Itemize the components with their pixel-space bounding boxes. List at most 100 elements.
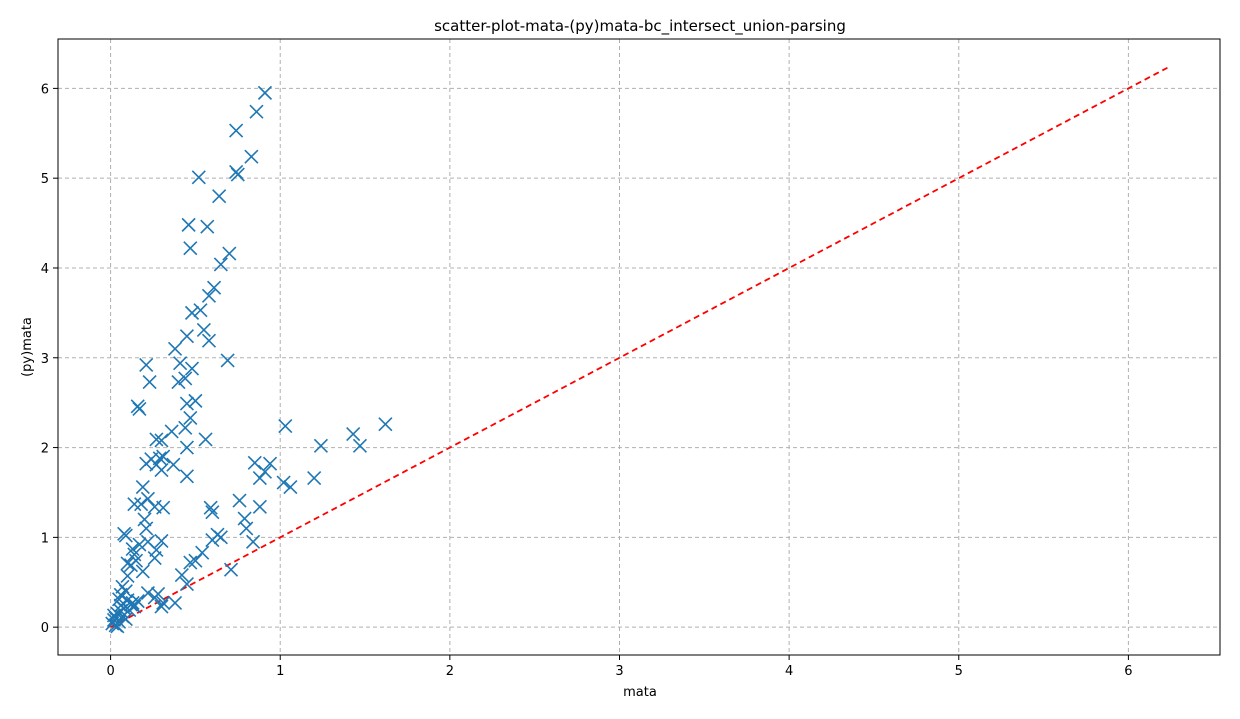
data-point [139,521,154,536]
x-tick-label: 3 [615,664,623,679]
x-axis-title: mata [623,685,657,700]
data-point [171,374,186,390]
y-axis-title: (py)mata [20,317,35,377]
chart-title: scatter-plot-mata-(py)mata-bc_intersect_… [434,17,846,36]
y-tick-label: 5 [41,172,49,187]
data-point [125,541,140,557]
x-axis-ticks: 0 1 2 3 4 5 6 [106,655,1133,679]
data-point [213,257,228,272]
x-tick-label: 1 [276,664,284,679]
data-point [283,480,298,495]
data-point [200,219,215,234]
data-point [191,170,206,185]
data-point [134,497,149,512]
data-point [179,440,194,455]
data-point [147,499,162,514]
data-point [183,555,198,570]
data-point [118,528,133,543]
data-point [213,530,228,545]
data-point [127,497,142,512]
data-point [135,564,150,579]
data-point [173,356,188,371]
grid-lines [58,39,1220,655]
data-point [252,471,267,486]
data-point [179,329,194,344]
data-point [142,374,157,390]
data-point [147,550,162,566]
data-point [201,333,217,348]
data-point [346,427,361,442]
data-point [156,595,171,610]
data-point [307,471,322,486]
data-point [239,521,254,536]
data-point [156,449,171,464]
data-point [193,303,208,318]
data-point [278,418,293,434]
data-point [106,608,122,623]
data-point [229,123,244,138]
data-point [230,167,245,182]
data-point [154,433,169,448]
data-point [139,357,154,373]
data-point [154,599,169,614]
data-point [137,512,152,527]
y-axis-ticks: 0 1 2 3 4 5 6 [41,82,58,636]
data-point [110,619,125,634]
y-tick-label: 4 [41,262,49,277]
data-point [188,553,203,568]
x-tick-label: 4 [785,664,793,679]
y-tick-label: 1 [41,531,49,546]
data-point [130,594,145,609]
data-point [206,280,222,295]
data-point [178,420,193,435]
data-point [183,410,198,426]
data-point [183,241,198,256]
data-point [247,455,262,470]
data-point [205,505,220,520]
data-point [188,393,203,408]
data-point [201,288,217,303]
data-point [276,475,291,490]
data-point [198,432,213,447]
x-tick-label: 0 [106,664,114,679]
data-point [222,246,237,261]
data-point [252,499,267,514]
data-point [120,556,135,571]
data-point [140,491,155,506]
data-point [262,456,278,471]
plot-frame [57,38,1221,656]
data-point [352,438,368,453]
data-point [249,104,264,119]
data-point [179,576,194,592]
data-point [154,462,169,478]
data-point [118,612,133,627]
data-point [166,457,181,472]
y-tick-label: 3 [41,352,49,367]
data-point [135,480,150,495]
data-point [132,537,147,552]
data-point [232,493,247,508]
x-tick-label: 2 [446,664,454,679]
data-point [164,424,179,439]
data-point [154,533,169,549]
y-tick-label: 6 [41,82,49,97]
data-point [167,341,183,356]
data-point [120,568,135,584]
data-point [128,553,144,568]
data-point [246,534,261,549]
data-point [196,322,211,338]
data-point [220,353,235,368]
data-point [184,361,200,376]
data-points [105,85,393,634]
data-point [313,438,328,453]
data-point [167,595,183,610]
data-point [113,598,128,613]
data-point [179,469,194,484]
x-tick-label: 6 [1124,664,1132,679]
data-point [223,562,239,577]
y-tick-label: 0 [41,621,49,636]
data-point [244,149,259,164]
y-tick-label: 2 [41,442,49,457]
data-point [378,417,393,432]
